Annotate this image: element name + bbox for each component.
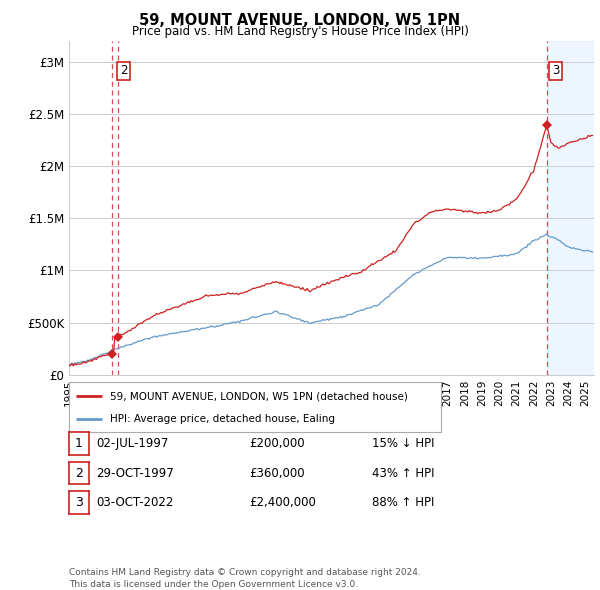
Text: 02-JUL-1997: 02-JUL-1997 [96,437,169,450]
Text: 3: 3 [552,64,559,77]
Text: 2: 2 [75,467,83,480]
Text: 29-OCT-1997: 29-OCT-1997 [96,467,174,480]
Text: £360,000: £360,000 [249,467,305,480]
Text: Price paid vs. HM Land Registry's House Price Index (HPI): Price paid vs. HM Land Registry's House … [131,25,469,38]
Text: £200,000: £200,000 [249,437,305,450]
Text: HPI: Average price, detached house, Ealing: HPI: Average price, detached house, Eali… [110,414,335,424]
Text: 2: 2 [120,64,127,77]
Text: 59, MOUNT AVENUE, LONDON, W5 1PN (detached house): 59, MOUNT AVENUE, LONDON, W5 1PN (detach… [110,391,408,401]
Text: 15% ↓ HPI: 15% ↓ HPI [372,437,434,450]
Text: Contains HM Land Registry data © Crown copyright and database right 2024.
This d: Contains HM Land Registry data © Crown c… [69,568,421,589]
Text: 88% ↑ HPI: 88% ↑ HPI [372,496,434,509]
Text: 43% ↑ HPI: 43% ↑ HPI [372,467,434,480]
Text: 59, MOUNT AVENUE, LONDON, W5 1PN: 59, MOUNT AVENUE, LONDON, W5 1PN [139,13,461,28]
Text: 03-OCT-2022: 03-OCT-2022 [96,496,173,509]
Bar [547,41,594,375]
Text: 3: 3 [75,496,83,509]
Text: 1: 1 [75,437,83,450]
Text: £2,400,000: £2,400,000 [249,496,316,509]
